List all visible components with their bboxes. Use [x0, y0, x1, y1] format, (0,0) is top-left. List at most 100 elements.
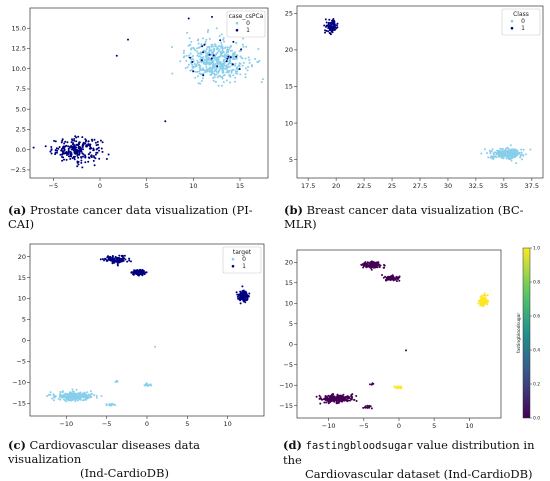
scatter-point: [344, 396, 347, 399]
scatter-point: [223, 64, 226, 67]
scatter-point: [226, 57, 229, 60]
scatter-point: [61, 159, 64, 162]
scatter-point: [69, 146, 72, 149]
scatter-point: [360, 263, 363, 266]
scatter-point: [205, 38, 208, 41]
scatter-point: [217, 84, 220, 87]
scatter-point: [93, 394, 96, 397]
scatter-point: [206, 68, 208, 71]
scatter-point: [92, 149, 95, 151]
scatter-point: [373, 261, 376, 264]
scatter-point: [487, 156, 490, 159]
scatter-point: [323, 401, 326, 404]
scatter-point: [84, 142, 87, 145]
scatter-point: [73, 138, 76, 140]
scatter-point: [196, 54, 199, 57]
scatter-point: [82, 155, 84, 158]
scatter-point: [204, 50, 207, 53]
scatter-point: [335, 402, 338, 405]
scatter-point: [66, 141, 69, 144]
scatter-point: [79, 147, 82, 150]
scatter-point: [219, 50, 222, 53]
scatter-point: [353, 399, 356, 401]
scatter-point: [215, 60, 218, 63]
scatter-point: [197, 82, 200, 85]
scatter-point: [225, 79, 228, 82]
scatter-point: [83, 394, 86, 397]
scatter-point: [198, 72, 201, 75]
caption-b: (b) Breast cancer data visualization (BC…: [284, 203, 549, 231]
scatter-point: [232, 52, 235, 55]
scatter-point: [248, 59, 251, 61]
scatter-point: [482, 303, 485, 306]
scatter-point: [93, 138, 96, 141]
scatter-point: [216, 58, 219, 61]
scatter-point: [50, 152, 53, 155]
scatter-point: [101, 258, 104, 260]
scatter-point: [236, 68, 239, 71]
legend-title: case_csPCa: [229, 13, 264, 20]
scatter-points: [323, 18, 532, 165]
scatter-point: [56, 151, 58, 154]
scatter-point: [184, 67, 187, 70]
scatter-point: [183, 49, 185, 52]
scatter-point: [189, 52, 192, 55]
scatter-point: [87, 160, 90, 163]
scatter-point: [196, 50, 199, 53]
legend-marker: [231, 264, 235, 268]
scatter-point: [59, 391, 62, 393]
scatter-point: [236, 54, 239, 57]
scatter-points: [315, 260, 489, 410]
scatter-point: [192, 58, 195, 61]
x-tick-label: 10: [224, 420, 232, 428]
scatter-point: [215, 70, 218, 73]
scatter-point: [218, 62, 221, 65]
x-tick-label: 5: [185, 420, 189, 428]
scatter-point: [221, 52, 224, 55]
y-tick-label: 10: [285, 299, 293, 307]
scatter-point: [98, 157, 101, 160]
scatter-point: [212, 60, 215, 63]
x-tick-label: −5: [102, 420, 112, 428]
scatter-point: [50, 146, 53, 148]
scatter-point: [81, 146, 84, 149]
scatter-point: [97, 146, 100, 149]
scatter-point: [392, 279, 395, 282]
scatter-point: [200, 69, 203, 71]
scatter-point: [215, 52, 218, 55]
caption-b-letter: (b): [284, 203, 303, 217]
scatter-point: [485, 294, 487, 297]
panel-d: −10 −5 0 5 10 −15 −10 −5 0 5 10 15 20 0.0 0.2 0.4 0.6 0.8…: [275, 238, 550, 433]
scatter-point: [512, 154, 515, 157]
scatter-point: [80, 159, 83, 162]
scatter-point: [521, 158, 523, 161]
scatter-point: [493, 155, 496, 158]
scatter-point: [232, 68, 235, 71]
y-tick-label: 15: [285, 83, 293, 91]
scatter-point: [78, 141, 81, 144]
scatter-point: [243, 290, 246, 293]
caption-a: (a) Prostate cancer data visualization (…: [8, 203, 273, 231]
scatter-point: [315, 395, 318, 398]
scatter-point: [230, 49, 233, 52]
scatter-point: [222, 38, 225, 41]
scatter-point: [509, 151, 512, 154]
scatter-point: [84, 161, 87, 164]
scatter-point: [208, 56, 211, 59]
scatter-point: [369, 383, 371, 386]
scatter-point: [221, 64, 224, 67]
scatter-point: [210, 49, 213, 52]
scatter-point: [334, 24, 336, 27]
caption-c: (c) Cardiovascular diseases data visuali…: [8, 438, 276, 480]
scatter-point: [69, 395, 72, 398]
scatter-point: [186, 31, 189, 34]
scatter-point: [75, 146, 78, 149]
scatter-point: [504, 154, 507, 157]
scatter-point: [85, 398, 88, 401]
scatter-point: [70, 141, 73, 144]
scatter-point: [510, 159, 513, 162]
scatter-point: [394, 278, 397, 281]
scatter-point: [194, 49, 197, 52]
scatter-point: [234, 62, 237, 65]
scatter-point: [73, 144, 76, 147]
